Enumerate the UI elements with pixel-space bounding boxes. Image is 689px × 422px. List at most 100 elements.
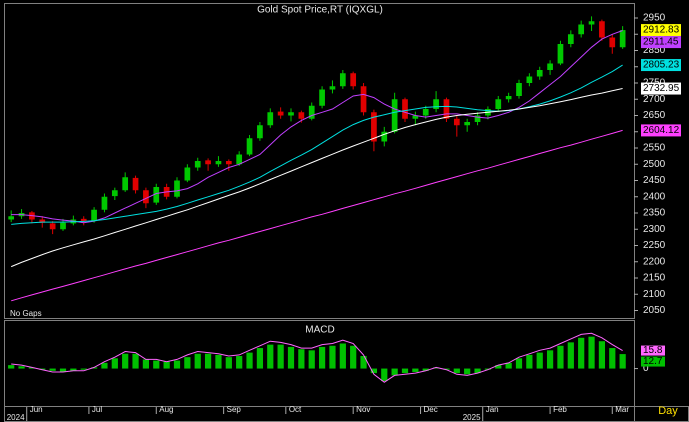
candle-body: [536, 70, 543, 77]
macd-bar: [370, 368, 378, 374]
macd-bar: [184, 357, 191, 369]
value-label: 12.7: [643, 356, 663, 367]
macd-bar: [318, 346, 326, 369]
y-tick-label: 2650: [643, 110, 666, 121]
macd-bar: [225, 357, 232, 369]
macd-bar: [101, 362, 108, 369]
macd-bar: [350, 345, 357, 369]
candle-body: [91, 209, 97, 222]
macd-bar: [236, 356, 243, 369]
candle-body: [329, 86, 336, 90]
y-tick-label: 2500: [643, 159, 666, 170]
macd-bar: [567, 342, 574, 369]
macd-bar: [515, 358, 523, 369]
macd-bar: [329, 345, 336, 369]
candle-body: [80, 218, 87, 222]
macd-bar: [308, 350, 315, 369]
macd-bar: [495, 365, 502, 369]
x-tick-label: Jan: [486, 405, 499, 414]
candle-body: [599, 21, 605, 38]
y-tick-label: 2200: [643, 256, 666, 267]
chart-title: Gold Spot Price,RT (IQXGL): [257, 5, 383, 16]
macd-bar: [142, 359, 150, 369]
x-tick-label: Aug: [159, 405, 173, 414]
x-tick-label: Jun: [30, 405, 43, 414]
price-panel: [4, 3, 635, 319]
macd-line: [11, 332, 623, 383]
period-label: Day: [658, 405, 678, 417]
candle-body: [443, 99, 450, 119]
y-tick-label: 2850: [643, 45, 666, 56]
value-label: 2911.45: [643, 37, 679, 48]
value-tag: [641, 82, 681, 95]
candle-body: [122, 177, 129, 191]
candle-body: [205, 160, 211, 165]
macd-bar: [505, 362, 512, 369]
candle-body: [567, 34, 574, 44]
macd-bar: [619, 354, 626, 369]
macd-bar: [412, 368, 419, 372]
macd-bar: [546, 350, 554, 369]
macd-bar: [39, 368, 46, 370]
candle-body: [111, 190, 118, 197]
candle-body: [588, 21, 595, 25]
x-tick-label: Jul: [92, 405, 102, 414]
candle-body: [288, 112, 294, 116]
macd-bar: [194, 353, 201, 369]
value-tag: [641, 345, 665, 356]
y-tick-label: 2700: [643, 94, 666, 105]
value-label: 2805.23: [643, 60, 680, 71]
y-tick-label: 2150: [643, 273, 666, 284]
candle-body: [39, 219, 46, 223]
candle-body: [308, 105, 315, 119]
candle-body: [360, 86, 367, 113]
candle-body: [153, 187, 160, 203]
macd-bar: [391, 368, 398, 376]
macd-bar: [80, 368, 87, 370]
year-label: 2025: [463, 413, 481, 422]
candle-body: [619, 30, 626, 48]
macd-bar: [267, 344, 274, 369]
candle-body: [412, 115, 419, 119]
macd-bar: [474, 368, 481, 374]
moving-average: [11, 129, 623, 302]
candle-body: [101, 196, 108, 210]
moving-average: [11, 88, 623, 268]
y-tick-label: 2100: [643, 289, 666, 300]
value-tag: [641, 356, 665, 367]
value-label: 15.8: [643, 345, 663, 356]
macd-bar: [277, 344, 284, 369]
macd-bar: [526, 354, 533, 369]
candle-body: [557, 44, 564, 64]
candle-body: [505, 96, 512, 100]
year-label: 2024: [7, 413, 25, 422]
candle-body: [464, 122, 471, 126]
macd-bar: [453, 368, 460, 374]
macd-bar: [153, 360, 160, 369]
value-label: 2732.95: [643, 83, 680, 94]
macd-bar: [536, 352, 543, 369]
candle-body: [60, 222, 66, 230]
y-tick-label: 2550: [643, 143, 666, 154]
candle-body: [381, 131, 388, 142]
x-tick-label: Nov: [356, 405, 370, 414]
macd-bar: [90, 367, 98, 369]
macd-bar: [484, 368, 492, 370]
macd-bar: [8, 365, 15, 369]
y-tick-label: 2450: [643, 175, 666, 186]
value-tag: [641, 36, 681, 49]
candle-body: [547, 63, 553, 70]
candle-body: [298, 112, 305, 119]
macd-bar: [557, 345, 564, 369]
y-tick-label: 0: [643, 363, 649, 374]
y-tick-label: 2250: [643, 240, 666, 251]
value-label: 2604.12: [643, 125, 680, 136]
candle-body: [350, 73, 357, 87]
macd-bar: [588, 336, 595, 369]
candle-body: [215, 161, 222, 165]
value-tag: [641, 59, 681, 72]
macd-bar: [287, 346, 295, 369]
x-tick-label: Sep: [227, 405, 242, 414]
x-tick-label: Feb: [553, 405, 567, 414]
y-tick-label: 2050: [643, 305, 666, 316]
